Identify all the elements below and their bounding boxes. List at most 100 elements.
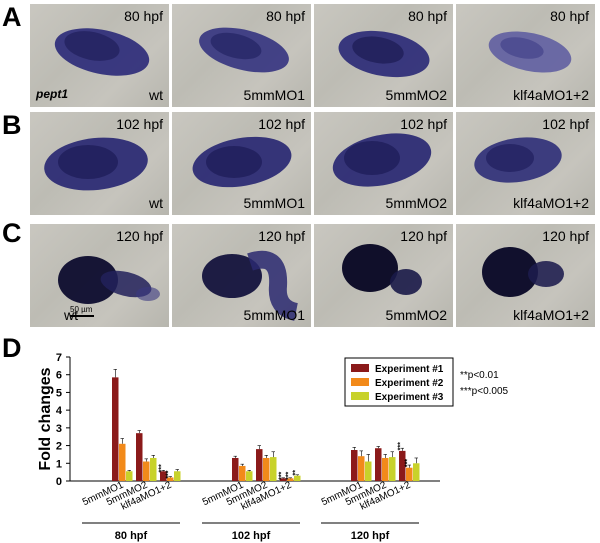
- condition-label: wt: [149, 87, 163, 103]
- bar: [270, 457, 277, 481]
- bar: [413, 463, 420, 481]
- legend-entry: Experiment #1: [375, 364, 444, 375]
- bar: [389, 457, 396, 481]
- bar: [287, 478, 294, 481]
- stage-label: 80 hpf: [550, 8, 589, 24]
- condition-label: klf4aMO1+2: [513, 195, 589, 211]
- condition-label: klf4aMO1+2: [513, 87, 589, 103]
- stained-tissue-image: [482, 247, 564, 297]
- stage-label: 120 hpf: [542, 228, 589, 244]
- bar: [143, 461, 150, 481]
- chart-legend: Experiment #1 Experiment #2 Experiment #3 *…: [344, 357, 509, 407]
- significance-key: ***p<0.005: [460, 386, 509, 397]
- bar: [112, 377, 119, 481]
- bar: [294, 475, 301, 481]
- condition-label: 5mmMO2: [385, 307, 447, 323]
- image-tile-b-klf4amo: 102 hpf klf4aMO1+2: [456, 112, 595, 215]
- scale-bar: 50 µm: [70, 305, 94, 317]
- bar: [382, 457, 389, 481]
- stage-label: 102 hpf: [258, 116, 305, 132]
- y-tick-label: 5: [56, 387, 62, 399]
- gene-label: pept1: [36, 87, 69, 101]
- bar: [351, 450, 358, 481]
- significance-mark: ***: [398, 442, 405, 450]
- stained-tissue-image: [474, 137, 562, 183]
- y-tick-label: 6: [56, 370, 62, 382]
- image-tile-c-5mmmo1: 120 hpf 5mmMO1: [172, 224, 311, 327]
- condition-label: 5mmMO1: [243, 195, 305, 211]
- y-tick-label: 7: [56, 352, 62, 364]
- panel-letter-d: D: [2, 333, 22, 363]
- bar: [365, 461, 372, 481]
- stage-label: 102 hpf: [400, 116, 447, 132]
- stained-tissue-image: [199, 27, 289, 73]
- significance-mark: ***: [166, 470, 173, 478]
- group-label: 80 hpf: [115, 530, 148, 542]
- bar: [239, 465, 246, 481]
- group-label: 120 hpf: [351, 530, 390, 542]
- image-tile-b-5mmmo1: 102 hpf 5mmMO1: [172, 112, 311, 215]
- image-tile-c-wt: 120 hpf wt 50 µm: [30, 224, 169, 327]
- image-tile-a-klf4amo: 80 hpf klf4aMO1+2: [456, 4, 595, 107]
- bar: [232, 457, 239, 481]
- image-tile-a-5mmmo1: 80 hpf 5mmMO1: [172, 4, 311, 107]
- stained-tissue-image: [488, 31, 572, 73]
- bar: [136, 433, 143, 481]
- legend-swatch: [351, 392, 369, 400]
- condition-label: wt: [149, 195, 163, 211]
- stained-tissue-image: [338, 30, 430, 78]
- panel-letter-c: C: [2, 218, 22, 248]
- legend-swatch: [351, 364, 369, 372]
- stage-label: 102 hpf: [542, 116, 589, 132]
- stage-label: 120 hpf: [258, 228, 305, 244]
- significance-mark: ***: [286, 471, 293, 479]
- significance-mark: **: [293, 470, 300, 476]
- bar: [174, 471, 181, 481]
- chart-bars: ****** *** *** ********: [112, 369, 420, 481]
- stained-tissue-image: [54, 28, 150, 76]
- condition-label: 5mmMO2: [385, 195, 447, 211]
- image-tile-c-5mmmo2: 120 hpf 5mmMO2: [314, 224, 453, 327]
- significance-mark: ***: [159, 464, 166, 472]
- stained-tissue-image: [58, 256, 160, 304]
- bar: [399, 450, 406, 481]
- bar: [358, 456, 365, 481]
- panel-letter-a: A: [2, 2, 22, 32]
- bar: [375, 448, 382, 481]
- stage-label: 120 hpf: [116, 228, 163, 244]
- y-axis-label: Fold changes: [37, 367, 54, 470]
- stained-tissue-image: [332, 133, 432, 187]
- bar: [256, 449, 263, 481]
- bar: [150, 457, 157, 481]
- stage-label: 80 hpf: [124, 8, 163, 24]
- y-tick-label: 4: [56, 405, 63, 417]
- stage-label: 120 hpf: [400, 228, 447, 244]
- bar: [280, 478, 287, 481]
- condition-label: 5mmMO1: [243, 87, 305, 103]
- condition-label: 5mmMO1: [243, 307, 305, 323]
- significance-mark: ***: [405, 459, 412, 467]
- y-tick-label: 1: [56, 458, 62, 470]
- stained-tissue-image: [44, 137, 148, 191]
- stage-label: 80 hpf: [408, 8, 447, 24]
- stained-tissue-image: [342, 244, 422, 295]
- stage-label: 80 hpf: [266, 8, 305, 24]
- image-tile-c-klf4amo: 120 hpf klf4aMO1+2: [456, 224, 595, 327]
- legend-entry: Experiment #3: [375, 392, 444, 403]
- stained-tissue-image: [202, 250, 299, 321]
- stained-tissue-image: [192, 136, 292, 188]
- bar: [119, 443, 126, 481]
- bar: [246, 471, 253, 481]
- image-tile-b-wt: 102 hpf wt: [30, 112, 169, 215]
- bar: [126, 471, 133, 481]
- legend-swatch: [351, 378, 369, 386]
- significance-mark: ***: [279, 471, 286, 479]
- condition-label: 5mmMO2: [385, 87, 447, 103]
- y-tick-label: 2: [56, 441, 62, 453]
- condition-label: klf4aMO1+2: [513, 307, 589, 323]
- panel-letter-b: B: [2, 110, 22, 140]
- scale-bar-label: 50 µm: [70, 305, 93, 314]
